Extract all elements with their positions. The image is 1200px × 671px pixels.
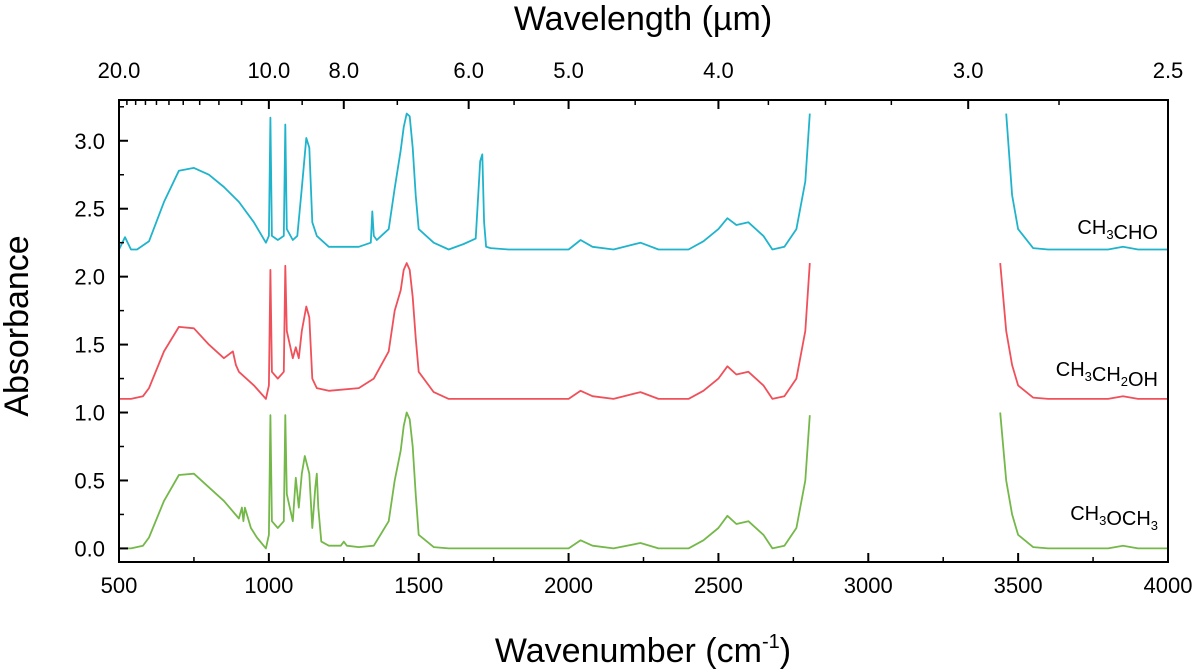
y-tick-label: 3.0 (74, 129, 105, 154)
series-label-ch3och3: CH3OCH3 (1070, 503, 1158, 533)
y-tick-label: 2.0 (74, 265, 105, 290)
axis-layer: 500 1000 1500 2000 2500 3000 3500 4000 0.0 0.5 1.0… (74, 58, 1192, 598)
x-axis-title: Wavenumber (cm-1) (495, 631, 791, 670)
x-axis-title-text: Wavenumber (cm (495, 632, 762, 670)
series-line-ch3ch2oh-high (999, 263, 1168, 400)
x-tick-label: 4000 (1144, 573, 1193, 598)
top-axis-title: Wavelength (µm) (514, 0, 772, 38)
top-axis-title-unit: µm (713, 0, 761, 38)
label-subscript: 2 (1121, 374, 1128, 389)
series-label-ch3ch2oh: CH3CH2OH (1056, 359, 1158, 391)
top-axis-title-text: Wavelength ( (514, 0, 714, 38)
label-text: CH (1092, 364, 1121, 386)
label-text: OH (1128, 369, 1158, 391)
series-line-ch3och3-high (999, 412, 1168, 550)
x-tick-label: 2500 (694, 573, 743, 598)
y-tick-label: 0.5 (74, 468, 105, 493)
label-subscript: 3 (1151, 518, 1158, 533)
top-tick-label: 8.0 (328, 58, 359, 83)
label-text: CHO (1114, 222, 1158, 244)
top-tick-label: 3.0 (953, 58, 984, 83)
series-layer (118, 112, 1168, 550)
label-text: CH (1056, 359, 1085, 381)
x-axis-title-sup: -1 (762, 631, 780, 653)
y-tick-label: 2.5 (74, 197, 105, 222)
top-axis-title-close: ) (761, 0, 772, 38)
y-tick-label: 1.0 (74, 401, 105, 426)
series-label-ch3cho: CH3CHO (1077, 217, 1158, 244)
label-subscript: 3 (1099, 513, 1106, 528)
top-tick-label: 20.0 (98, 58, 141, 83)
x-tick-label: 1500 (394, 573, 443, 598)
x-tick-label: 2000 (544, 573, 593, 598)
top-tick-label: 4.0 (703, 58, 734, 83)
series-line-ch3och3-low (119, 411, 811, 550)
label-subscript: 3 (1106, 227, 1113, 242)
label-text: CH (1070, 503, 1099, 525)
top-tick-label: 5.0 (553, 58, 584, 83)
label-subscript: 3 (1085, 369, 1092, 384)
top-tick-label: 6.0 (453, 58, 484, 83)
x-tick-label: 1000 (244, 573, 293, 598)
y-axis-title: Absorbance (0, 235, 36, 416)
series-line-ch3cho-low (118, 112, 811, 251)
top-tick-label: 10.0 (247, 58, 290, 83)
label-text: CH (1077, 217, 1106, 239)
y-tick-label: 0.0 (74, 536, 105, 561)
x-tick-label: 500 (101, 573, 138, 598)
x-tick-label: 3000 (844, 573, 893, 598)
label-text: OCH (1106, 508, 1150, 530)
top-tick-label: 2.5 (1153, 58, 1184, 83)
x-axis-title-close: ) (780, 632, 791, 670)
series-line-ch3cho-high (1005, 113, 1168, 251)
series-line-ch3ch2oh-low (119, 262, 811, 400)
x-tick-label: 3500 (994, 573, 1043, 598)
y-tick-label: 1.5 (74, 333, 105, 358)
